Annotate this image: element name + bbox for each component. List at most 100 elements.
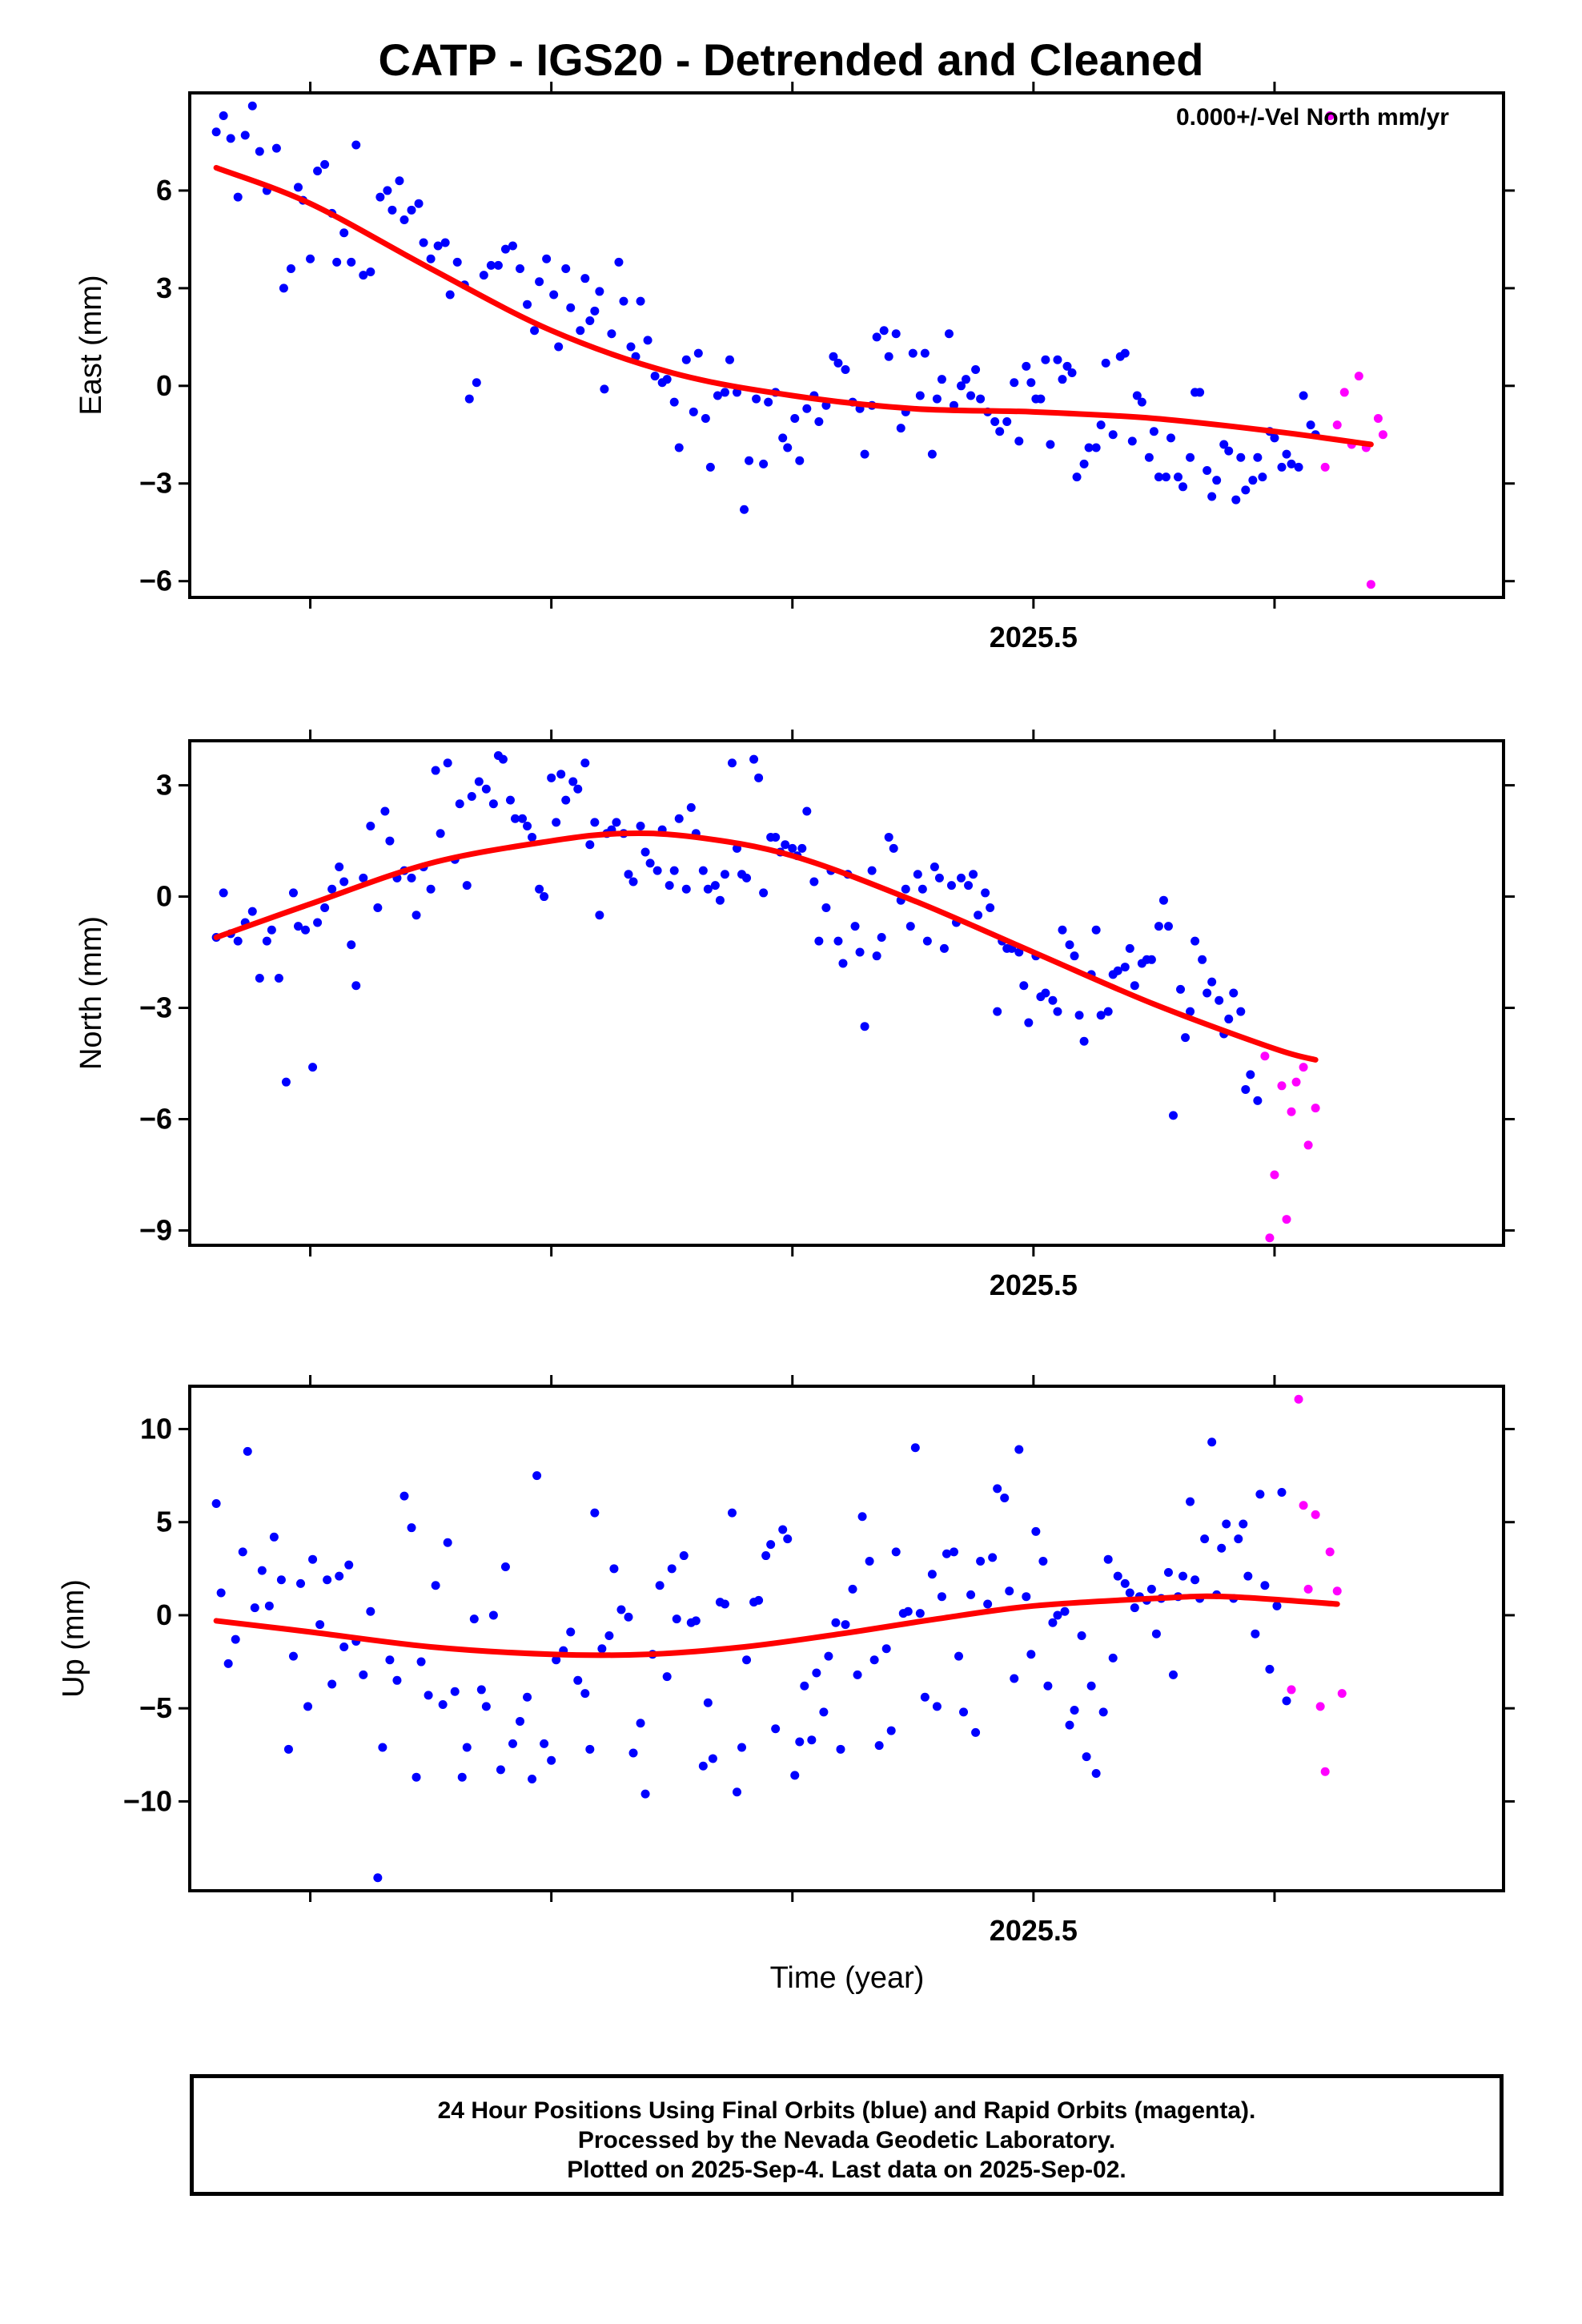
up-final-point <box>1038 1557 1048 1566</box>
up-final-point <box>1191 1575 1200 1585</box>
up-final-point <box>1265 1664 1275 1674</box>
north-final-point <box>262 936 271 946</box>
east-final-point <box>1046 440 1055 449</box>
east-ytick-label: −3 <box>139 467 172 500</box>
north-final-point <box>347 940 356 950</box>
north-final-point <box>930 862 939 871</box>
up-final-point <box>1130 1603 1139 1613</box>
north-final-point <box>1186 1007 1195 1016</box>
north-final-point <box>1203 988 1212 998</box>
north-final-point <box>547 773 556 782</box>
east-final-point <box>530 326 540 336</box>
up-final-point <box>1251 1629 1260 1638</box>
north-final-point <box>1236 1007 1246 1016</box>
north-final-point <box>905 922 915 931</box>
east-final-point <box>1258 472 1267 482</box>
north-final-point <box>467 791 476 801</box>
north-final-point <box>1229 988 1239 998</box>
east-final-point <box>286 263 295 273</box>
east-final-point <box>614 257 624 267</box>
up-rapid-point <box>1325 1547 1335 1557</box>
north-final-point <box>814 936 824 946</box>
north-final-point <box>934 873 944 883</box>
north-final-point <box>366 822 375 831</box>
up-final-point <box>636 1719 645 1728</box>
east-final-point <box>1022 361 1031 371</box>
north-final-point <box>703 884 713 894</box>
east-final-point <box>944 329 954 339</box>
east-final-point <box>400 215 409 225</box>
north-final-point <box>681 884 691 894</box>
up-final-point <box>983 1599 993 1609</box>
east-final-point <box>1120 348 1130 358</box>
up-final-point <box>698 1761 708 1771</box>
east-final-point <box>764 397 773 407</box>
east-final-point <box>535 277 544 287</box>
east-final-point <box>464 394 474 404</box>
east-final-point <box>1036 394 1046 404</box>
up-final-point <box>288 1651 298 1661</box>
up-final-point <box>269 1532 279 1542</box>
up-final-point <box>819 1707 829 1717</box>
up-data <box>211 1394 1347 1883</box>
north-final-point <box>313 918 323 927</box>
up-final-point <box>438 1700 448 1710</box>
north-rapid-point <box>1291 1077 1301 1087</box>
north-rapid-point <box>1299 1063 1308 1072</box>
up-final-point <box>1048 1618 1058 1627</box>
up-fit-line <box>213 1593 1340 1659</box>
up-final-point <box>720 1599 729 1609</box>
up-final-point <box>211 1498 221 1508</box>
up-final-point <box>783 1534 793 1544</box>
north-ytick-label: −3 <box>139 991 172 1024</box>
east-final-point <box>445 290 455 300</box>
east-final-point <box>1010 378 1019 388</box>
up-final-point <box>424 1691 433 1700</box>
up-final-point <box>1151 1629 1161 1638</box>
up-final-point <box>1014 1445 1024 1454</box>
east-data <box>211 101 1387 589</box>
up-final-point <box>869 1655 879 1665</box>
east-final-point <box>1241 485 1251 495</box>
north-final-point <box>540 892 549 902</box>
east-final-point <box>561 263 571 273</box>
up-final-point <box>431 1581 440 1590</box>
north-final-point <box>1091 925 1101 935</box>
north-final-point <box>288 888 298 898</box>
east-rapid-point <box>1339 388 1349 397</box>
east-final-point <box>1079 459 1089 468</box>
up-final-point <box>400 1491 409 1501</box>
north-final-point <box>889 843 898 853</box>
up-rapid-point <box>1332 1586 1342 1596</box>
chart-title: CATP - IGS20 - Detrended and Cleaned <box>378 34 1204 85</box>
up-final-point <box>754 1595 764 1605</box>
north-final-point <box>573 784 583 794</box>
east-final-point <box>669 397 679 407</box>
east-final-point <box>595 287 604 296</box>
up-final-point <box>1053 1610 1062 1620</box>
north-final-point <box>1241 1084 1251 1094</box>
north-final-point <box>233 936 243 946</box>
east-final-point <box>554 342 564 352</box>
east-final-point <box>387 205 397 215</box>
north-final-point <box>590 818 600 827</box>
east-final-point <box>440 238 450 247</box>
east-final-point <box>508 241 517 251</box>
up-final-point <box>327 1679 337 1689</box>
up-final-point <box>585 1744 595 1754</box>
north-rapid-point <box>1260 1051 1270 1061</box>
east-final-point <box>219 111 228 120</box>
east-final-point <box>662 375 672 384</box>
east-final-point <box>752 394 761 404</box>
east-final-point <box>566 303 576 312</box>
east-final-point <box>1174 472 1183 482</box>
up-rapid-point <box>1311 1510 1320 1519</box>
east-final-point <box>433 241 443 251</box>
up-final-point <box>795 1737 805 1747</box>
north-final-point <box>1154 922 1163 931</box>
north-final-point <box>917 884 927 894</box>
up-final-point <box>566 1627 576 1637</box>
up-final-point <box>523 1692 532 1702</box>
east-final-point <box>233 192 243 202</box>
up-final-point <box>831 1618 841 1627</box>
